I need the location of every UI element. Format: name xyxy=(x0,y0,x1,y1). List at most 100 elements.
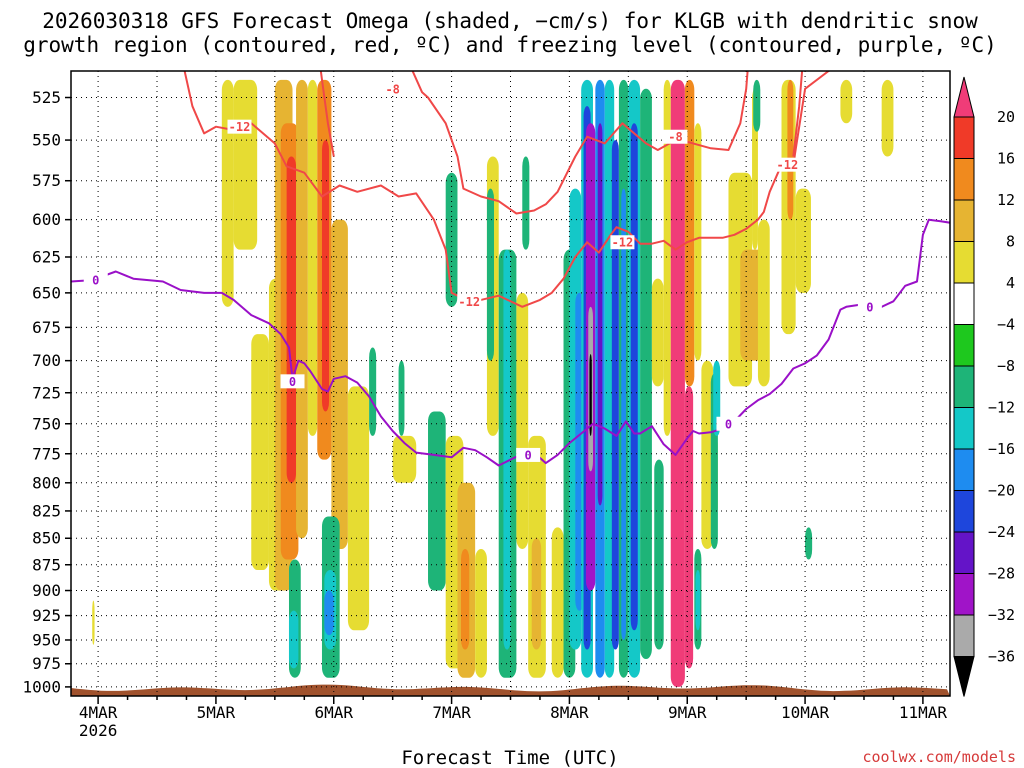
omega-cell xyxy=(694,123,702,361)
colorbar-segment xyxy=(953,531,975,574)
colorbar-bottom-arrow xyxy=(953,656,975,697)
omega-cell xyxy=(589,354,592,436)
y-tick-label: 925 xyxy=(32,606,61,625)
omega-cell xyxy=(286,156,297,483)
y-tick-label: 525 xyxy=(32,88,61,107)
colorbar-segment xyxy=(953,199,975,242)
colorbar-tick-label: 20 xyxy=(997,108,1015,126)
colorbar-top-arrow xyxy=(953,76,975,118)
colorbar-segment xyxy=(953,407,975,450)
chart-title-line-2: growth region (contoured, red, ºC) and f… xyxy=(23,33,997,57)
omega-cell xyxy=(461,548,470,650)
y-tick-label: 850 xyxy=(32,529,61,548)
omega-cell xyxy=(621,188,626,640)
contour-label: -12 xyxy=(612,236,634,250)
credit-text[interactable]: coolwx.com/models xyxy=(862,748,1016,766)
omega-cell xyxy=(795,188,811,293)
contour-label-bg xyxy=(227,119,252,134)
colorbar-tick-label: −36 xyxy=(988,648,1015,666)
y-tick-label: 625 xyxy=(32,247,61,266)
omega-cell xyxy=(701,360,714,549)
omega-cell xyxy=(221,79,234,307)
y-tick-label: 900 xyxy=(32,581,61,600)
contour-label-bg xyxy=(380,81,405,96)
omega-cell xyxy=(296,79,308,539)
y-tick-label: 975 xyxy=(32,654,61,673)
contour-label-bg xyxy=(857,299,882,314)
contour-label: -12 xyxy=(229,120,251,134)
omega-cell xyxy=(516,292,529,549)
terrain-fill xyxy=(71,684,950,696)
colorbar-tick-label: 16 xyxy=(997,150,1015,168)
contour-label: 0 xyxy=(525,448,532,462)
omega-cell xyxy=(787,79,794,220)
contour-label-bg xyxy=(280,374,305,389)
colorbar-segment xyxy=(953,365,975,408)
omega-cell xyxy=(475,548,487,678)
y-tick-label: 600 xyxy=(32,210,61,229)
contour-label: -12 xyxy=(458,295,480,309)
y-tick-label: 725 xyxy=(32,383,61,402)
omega-cell xyxy=(551,527,564,678)
x-tick-label: 9MAR xyxy=(668,703,707,722)
omega-cell xyxy=(324,590,334,636)
y-tick-label: 950 xyxy=(32,630,61,649)
colorbar: 20 16 12 8 4 −4 −8 −12 −16 −20 −24 −28 −32 −36 xyxy=(953,76,1015,697)
colorbar-tick-label: −32 xyxy=(988,606,1015,624)
omega-cell xyxy=(233,79,258,250)
contour-label: 0 xyxy=(725,417,732,431)
omega-cell xyxy=(503,249,511,650)
y-tick-label: 675 xyxy=(32,318,61,337)
omega-cell xyxy=(640,88,652,660)
x-axis-label: Forecast Time (UTC) xyxy=(401,747,618,768)
y-tick-label: 750 xyxy=(32,414,61,433)
colorbar-segment xyxy=(953,573,975,616)
gridlines xyxy=(71,71,950,696)
colorbar-segment xyxy=(953,158,975,201)
omega-cell xyxy=(611,140,619,650)
contour-label-bg xyxy=(775,157,800,172)
omega-cell xyxy=(695,569,701,631)
omega-cell xyxy=(321,140,330,412)
dgz-contour-line xyxy=(792,71,804,157)
omega-cell xyxy=(347,386,370,631)
omega-cell xyxy=(531,538,542,650)
contour-label-bg xyxy=(516,447,541,462)
y-tick-label: 800 xyxy=(32,473,61,492)
omega-cell xyxy=(428,411,446,591)
contour-label: -8 xyxy=(668,130,682,144)
contour-label: -12 xyxy=(777,158,799,172)
omega-cell xyxy=(486,188,495,361)
contour-label: 0 xyxy=(289,375,296,389)
omega-cell xyxy=(663,79,671,436)
colorbar-tick-label: 4 xyxy=(1006,274,1015,292)
x-tick-label: 7MAR xyxy=(432,703,471,722)
colorbar-tick-label: −4 xyxy=(997,316,1015,334)
y-tick-label: 825 xyxy=(32,501,61,520)
omega-cell xyxy=(881,79,894,157)
contour-label-bg xyxy=(716,416,741,431)
freezing-level-line xyxy=(71,218,950,467)
omega-cell xyxy=(522,156,530,250)
x-tick-label: 4MAR xyxy=(79,703,118,722)
omega-cell xyxy=(92,600,95,645)
x-tick-label: 5MAR xyxy=(197,703,236,722)
omega-cell xyxy=(684,386,694,669)
y-axis: 525 550 575 600 625 650 675 700 725 750 775 800 825 8… xyxy=(22,88,71,696)
omega-cell xyxy=(369,347,377,436)
colorbar-tick-label: −8 xyxy=(997,357,1015,375)
omega-cell xyxy=(597,123,603,506)
omega-cell xyxy=(288,610,299,669)
omega-cell xyxy=(398,360,405,436)
dgz-contour-line xyxy=(183,71,832,308)
colorbar-tick-label: −28 xyxy=(988,565,1015,583)
contour-label-bg xyxy=(457,294,482,309)
dgz-contour-line xyxy=(411,71,749,215)
chart-title-line-1: 2026030318 GFS Forecast Omega (shaded, −… xyxy=(42,9,978,33)
omega-cell xyxy=(331,219,348,549)
omega-cell xyxy=(757,219,770,387)
colorbar-tick-label: 12 xyxy=(997,191,1015,209)
omega-cell xyxy=(307,79,318,436)
y-tick-label: 575 xyxy=(32,171,61,190)
